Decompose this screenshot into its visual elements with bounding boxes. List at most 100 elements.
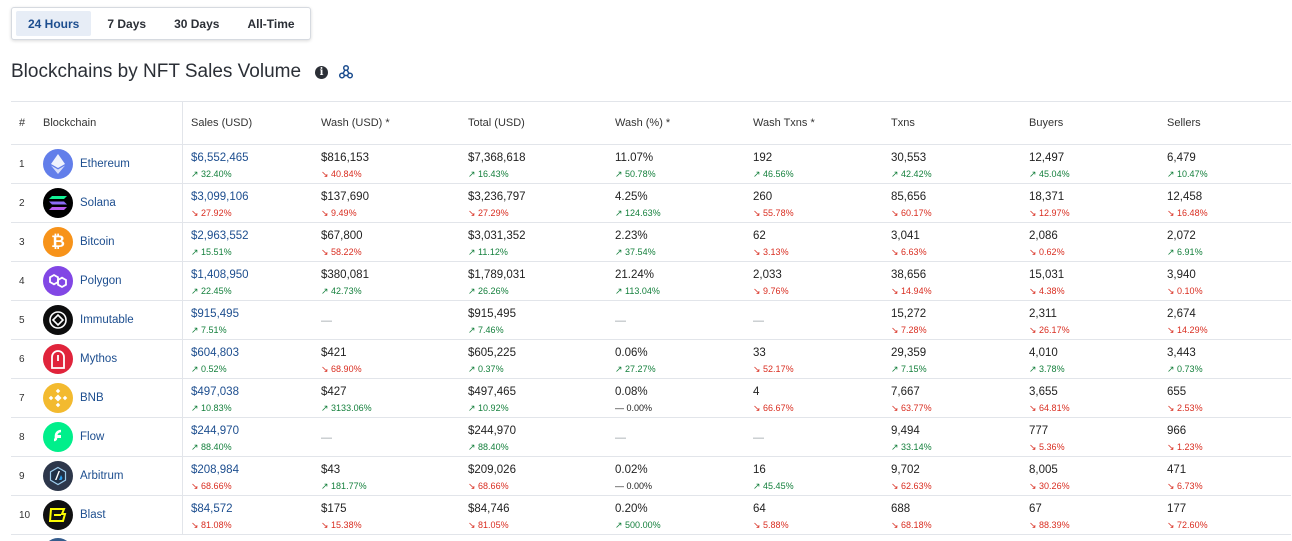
washpct-change-value: 500.00% bbox=[625, 519, 661, 530]
blockchain-name-link[interactable]: Ethereum bbox=[80, 158, 130, 170]
blockchain-name-link[interactable]: Blast bbox=[80, 509, 106, 521]
header-wash[interactable]: Wash (USD) * bbox=[321, 117, 390, 129]
sellers-cell: 966 ↘ 1.23% bbox=[1167, 418, 1277, 456]
total-change: ↘ 81.05% bbox=[468, 519, 615, 531]
tab-30-days[interactable]: 30 Days bbox=[174, 16, 220, 31]
blockchain-name-link[interactable]: Bitcoin bbox=[80, 236, 115, 248]
network-icon[interactable] bbox=[338, 64, 354, 80]
blockchain-cell[interactable]: Flow bbox=[43, 418, 183, 456]
header-wash-pct[interactable]: Wash (%) * bbox=[615, 117, 671, 129]
txns-value: 9,702 bbox=[891, 463, 920, 476]
header-sales[interactable]: Sales (USD) bbox=[191, 117, 253, 129]
blockchain-cell[interactable]: Mythos bbox=[43, 340, 183, 378]
rank-cell: 9 bbox=[19, 470, 25, 482]
blockchain-name-link[interactable]: Arbitrum bbox=[80, 470, 124, 482]
blockchain-name-link[interactable]: Mythos bbox=[80, 353, 118, 365]
sellers-value: 3,443 bbox=[1167, 346, 1196, 359]
down-trend-icon: ↘ bbox=[191, 207, 202, 218]
rank-cell: 10 bbox=[19, 509, 31, 521]
washpct-change: — 0.00% bbox=[615, 480, 753, 492]
total-value: $3,236,797 bbox=[468, 190, 526, 203]
txns-change: ↗ 42.42% bbox=[891, 168, 1029, 180]
blockchain-name-link[interactable]: Flow bbox=[80, 431, 105, 443]
down-trend-icon: ↘ bbox=[191, 519, 202, 530]
washpct-value: 0.08% bbox=[615, 385, 648, 398]
txns-cell: 9,702 ↘ 62.63% bbox=[891, 457, 1029, 495]
table-row[interactable]: 3 ₿ Bitcoin $2,963,552 ↗ 15.51% $67,800 ↘ 58.2… bbox=[11, 223, 1291, 262]
txns-value: 3,041 bbox=[891, 229, 920, 242]
total-value: $915,495 bbox=[468, 307, 516, 320]
header-txns[interactable]: Txns bbox=[891, 117, 915, 129]
up-trend-icon: ↗ bbox=[191, 324, 202, 335]
sellers-value: 655 bbox=[1167, 385, 1187, 398]
table-row[interactable]: 4 Polygon $1,408,950 ↗ 22.45% $380,081 ↗ 42.7… bbox=[11, 262, 1291, 301]
washtx-change: ↘ 52.17% bbox=[753, 363, 891, 375]
blockchain-name-link[interactable]: Immutable bbox=[80, 314, 134, 326]
info-icon[interactable]: i bbox=[315, 65, 329, 79]
buyers-value: 2,311 bbox=[1029, 307, 1057, 320]
rank-cell: 3 bbox=[19, 236, 25, 248]
header-wash-txns[interactable]: Wash Txns * bbox=[753, 117, 815, 129]
arbitrum-icon bbox=[43, 461, 80, 491]
down-trend-icon: ↘ bbox=[1029, 519, 1040, 530]
table-row[interactable]: 1 Ethereum $6,552,465 ↗ 32.40% $816,153 ↘ 40.… bbox=[11, 145, 1291, 184]
up-trend-icon: ↗ bbox=[753, 480, 764, 491]
blockchain-cell[interactable]: Immutable bbox=[43, 301, 183, 339]
total-value: $84,746 bbox=[468, 502, 510, 515]
total-cell: $3,236,797 ↘ 27.29% bbox=[468, 184, 615, 222]
table-row[interactable]: 9 Arbitrum $208,984 ↘ 68.66% $43 ↗ 181.77% $20… bbox=[11, 457, 1291, 496]
table-row[interactable]: 2 Solana $3,099,106 ↘ 27.92% $137,690 ↘ 9.49%… bbox=[11, 184, 1291, 223]
tab-24-hours[interactable]: 24 Hours bbox=[16, 11, 92, 36]
table-row[interactable]: 8 Flow $244,970 ↗ 88.40% — $244,970 ↗ 88.40% — —… bbox=[11, 418, 1291, 457]
washtx-value: 192 bbox=[753, 151, 773, 164]
blockchain-cell[interactable]: Arbitrum bbox=[43, 457, 183, 495]
down-trend-icon: ↘ bbox=[891, 480, 902, 491]
ethereum-icon bbox=[43, 149, 80, 179]
up-trend-icon: ↗ bbox=[615, 207, 626, 218]
sales-value: $3,099,106 bbox=[191, 190, 249, 203]
down-trend-icon: ↘ bbox=[891, 207, 902, 218]
blockchain-cell[interactable]: ₿ Bitcoin bbox=[43, 223, 183, 261]
down-trend-icon: ↘ bbox=[1167, 285, 1178, 296]
table-row[interactable]: 5 Immutable $915,495 ↗ 7.51% — $915,495 ↗ 7.46… bbox=[11, 301, 1291, 340]
washtx-change-value: 5.88% bbox=[763, 519, 789, 530]
sales-change: ↗ 10.83% bbox=[191, 402, 321, 414]
washpct-change: ↗ 27.27% bbox=[615, 363, 753, 375]
header-sellers[interactable]: Sellers bbox=[1167, 117, 1201, 129]
blockchain-cell[interactable]: Ethereum bbox=[43, 145, 183, 183]
blockchain-cell[interactable]: Blast bbox=[43, 496, 183, 534]
washtx-cell: 260 ↘ 55.78% bbox=[753, 184, 891, 222]
buyers-change-value: 3.78% bbox=[1039, 363, 1065, 374]
total-value: $209,026 bbox=[468, 463, 516, 476]
blockchain-name-link[interactable]: Solana bbox=[80, 197, 116, 209]
wash-change-value: 58.22% bbox=[331, 246, 362, 257]
buyers-cell: 2,086 ↘ 0.62% bbox=[1029, 223, 1167, 261]
washpct-value: 11.07% bbox=[615, 151, 654, 164]
blockchain-name-link[interactable]: Polygon bbox=[80, 275, 122, 287]
buyers-cell: 777 ↘ 5.36% bbox=[1029, 418, 1167, 456]
blockchain-name-link[interactable]: BNB bbox=[80, 392, 104, 404]
sales-value: $1,408,950 bbox=[191, 268, 249, 281]
wash-value: $43 bbox=[321, 463, 341, 476]
blockchain-cell[interactable]: BNB bbox=[43, 379, 183, 417]
table-row[interactable]: 10 Blast $84,572 ↘ 81.08% $175 ↘ 15.38% $84,74… bbox=[11, 496, 1291, 535]
tab-all-time[interactable]: All-Time bbox=[247, 16, 295, 31]
up-trend-icon: ↗ bbox=[1167, 168, 1178, 179]
down-trend-icon: ↘ bbox=[321, 363, 332, 374]
total-value: $7,368,618 bbox=[468, 151, 526, 164]
blockchain-cell[interactable]: Polygon bbox=[43, 262, 183, 300]
header-buyers[interactable]: Buyers bbox=[1029, 117, 1064, 129]
total-value: $1,789,031 bbox=[468, 268, 526, 281]
header-total[interactable]: Total (USD) bbox=[468, 117, 525, 129]
sellers-value: 6,479 bbox=[1167, 151, 1196, 164]
tab-7-days[interactable]: 7 Days bbox=[107, 16, 147, 31]
sellers-change-value: 10.47% bbox=[1177, 168, 1208, 179]
total-change: ↗ 11.12% bbox=[468, 246, 615, 258]
washpct-change-value: 0.00% bbox=[626, 402, 653, 413]
blockchain-cell[interactable]: Solana bbox=[43, 184, 183, 222]
txns-value: 7,667 bbox=[891, 385, 920, 398]
table-header: # Blockchain Sales (USD) Wash (USD) * To… bbox=[11, 102, 1291, 145]
sellers-value: 177 bbox=[1167, 502, 1187, 515]
table-row[interactable]: 7 BNB $497,038 ↗ 10.83% $427 ↗ 3133.06% $497,4… bbox=[11, 379, 1291, 418]
table-row[interactable]: 6 Mythos $604,803 ↗ 0.52% $421 ↘ 68.90% $605,2… bbox=[11, 340, 1291, 379]
